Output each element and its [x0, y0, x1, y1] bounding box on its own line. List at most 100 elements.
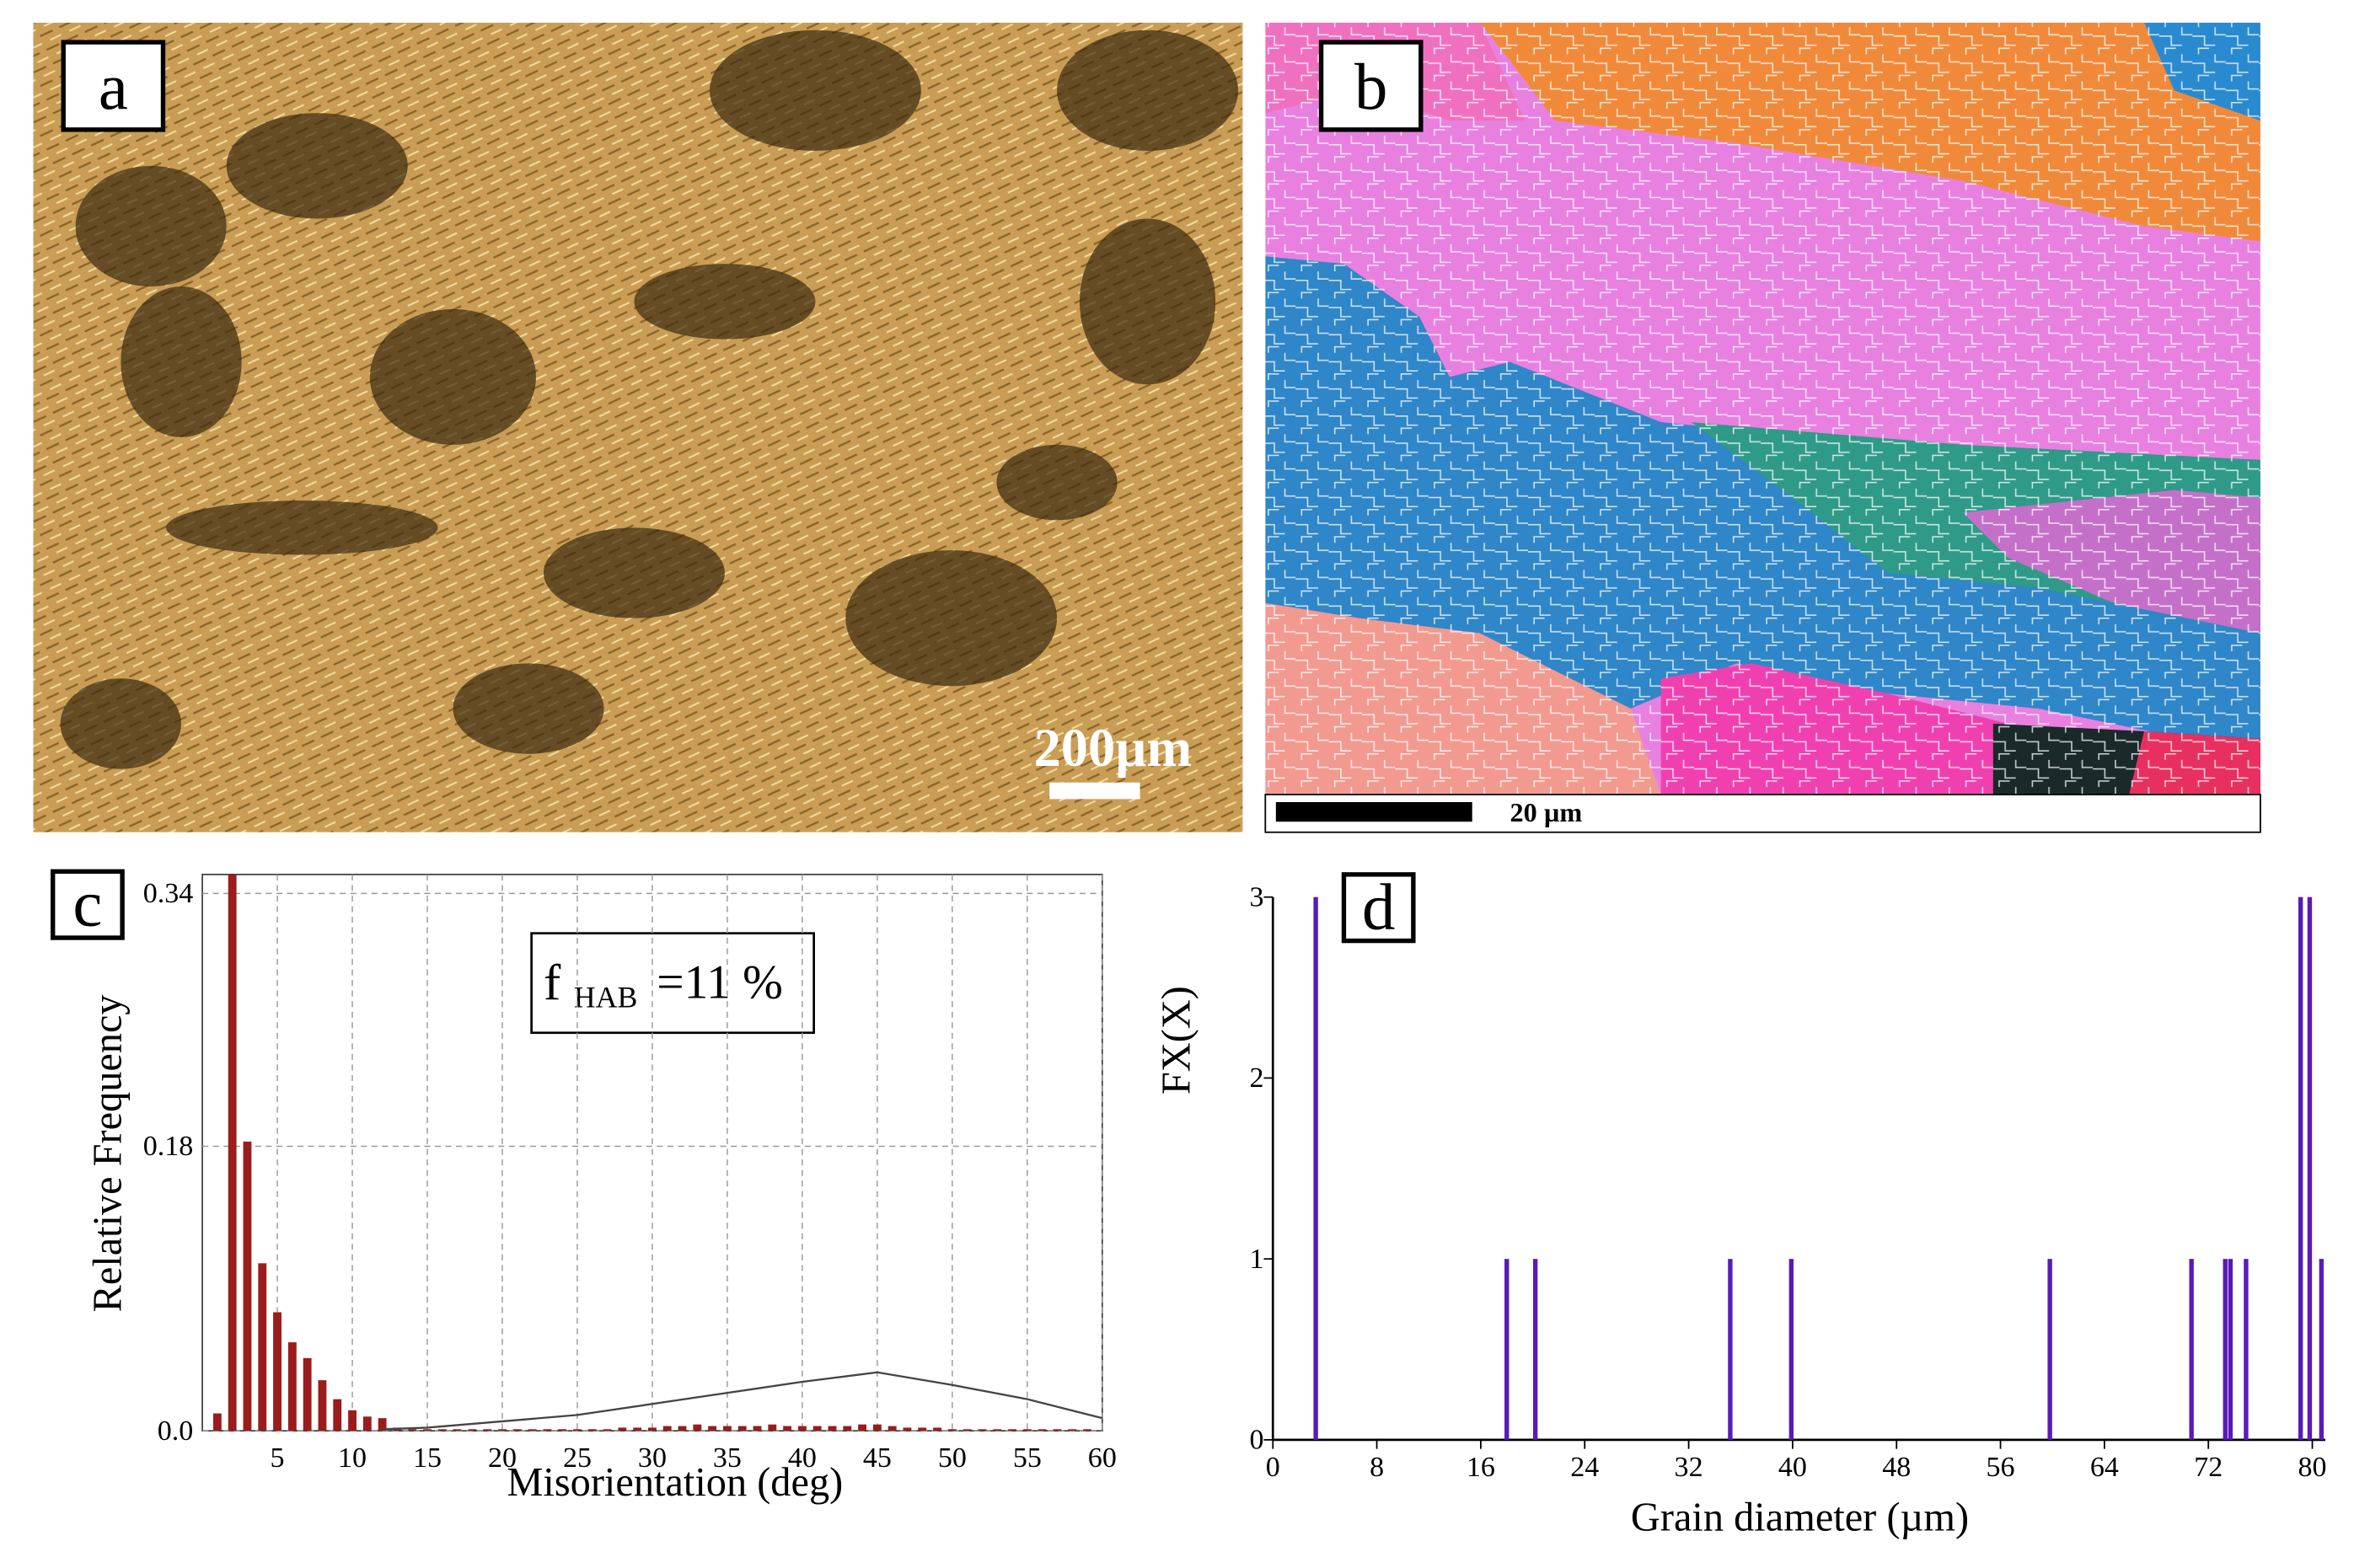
- y-tick-label: 3: [1250, 881, 1264, 912]
- x-tick-label: 40: [1778, 1452, 1807, 1483]
- x-tick-label: 55: [1013, 1442, 1042, 1474]
- y-tick-label: 0.34: [143, 878, 194, 909]
- x-tick-label: 30: [638, 1442, 667, 1474]
- x-tick-label: 0: [1266, 1452, 1280, 1483]
- bar: [273, 1312, 282, 1432]
- bar: [872, 1424, 882, 1432]
- y-axis-title: Relative Frequency: [85, 994, 130, 1312]
- bar: [287, 1342, 297, 1432]
- bar: [212, 1413, 222, 1432]
- panel-label: a: [99, 51, 128, 124]
- bar: [843, 1426, 852, 1432]
- bar: [1083, 1429, 1091, 1432]
- bar: [768, 1424, 777, 1432]
- bar: [2228, 1259, 2233, 1440]
- bar: [903, 1427, 912, 1432]
- x-tick-label: 80: [2298, 1452, 2327, 1483]
- x-tick-label: 48: [1882, 1452, 1911, 1483]
- bar: [918, 1427, 927, 1432]
- bar: [437, 1429, 447, 1432]
- micrograph-a: [33, 22, 1243, 832]
- bar: [408, 1429, 417, 1432]
- bar: [2047, 1259, 2052, 1440]
- annotation-text: =11 %: [657, 956, 783, 1009]
- x-tick-label: 24: [1570, 1452, 1599, 1483]
- y-axis-title: FX(X): [1155, 986, 1199, 1094]
- bar: [1038, 1429, 1047, 1432]
- bar: [753, 1426, 762, 1432]
- bar: [258, 1263, 267, 1432]
- bar: [483, 1429, 492, 1432]
- x-tick-label: 25: [563, 1442, 592, 1474]
- bar: [1053, 1429, 1062, 1432]
- bar: [993, 1429, 1002, 1432]
- bar: [362, 1416, 372, 1432]
- panel-label-box: [1318, 40, 1424, 132]
- y-tick-label: 0: [1250, 1425, 1264, 1456]
- bar: [722, 1426, 732, 1432]
- bar: [1788, 1259, 1794, 1440]
- bar: [318, 1380, 327, 1432]
- bar: [2244, 1259, 2249, 1440]
- bar: [887, 1426, 897, 1432]
- annotation-box: [530, 932, 815, 1035]
- x-axis-title: Misorientation (deg): [507, 1460, 843, 1505]
- x-tick-label: 45: [863, 1442, 892, 1474]
- annotation-symbol: f: [544, 955, 561, 1011]
- panel-label: d: [1362, 870, 1395, 944]
- bar: [1532, 1259, 1538, 1440]
- bar: [978, 1429, 987, 1432]
- x-tick-label: 5: [271, 1442, 285, 1474]
- bar: [708, 1426, 717, 1432]
- y-tick-label: 1: [1250, 1244, 1264, 1275]
- y-tick-label: 2: [1250, 1062, 1264, 1094]
- panel-label: c: [72, 868, 102, 941]
- bar: [453, 1429, 462, 1432]
- bar: [2319, 1259, 2325, 1440]
- y-tick-label: 0.18: [143, 1131, 194, 1162]
- y-tick-label: 0.0: [158, 1415, 194, 1447]
- panel-label: b: [1354, 51, 1387, 124]
- bar: [543, 1429, 552, 1432]
- bar: [2223, 1259, 2228, 1440]
- x-tick-label: 40: [788, 1442, 817, 1474]
- bar: [678, 1426, 687, 1432]
- bar: [1728, 1259, 1733, 1440]
- bar: [963, 1429, 972, 1432]
- bar: [498, 1429, 507, 1432]
- bar: [1022, 1429, 1032, 1432]
- x-tick-label: 35: [713, 1442, 742, 1474]
- bar: [1068, 1429, 1077, 1432]
- x-tick-label: 20: [488, 1442, 517, 1474]
- x-tick-label: 64: [2090, 1452, 2119, 1483]
- panel-label-box: [61, 40, 166, 132]
- scale-bar: [1049, 782, 1140, 800]
- bar: [228, 874, 237, 1432]
- x-tick-label: 16: [1467, 1452, 1495, 1483]
- bar: [573, 1429, 582, 1432]
- bar: [587, 1429, 597, 1432]
- bar: [558, 1429, 567, 1432]
- bar: [648, 1427, 657, 1432]
- bar: [303, 1357, 312, 1432]
- bar: [378, 1418, 387, 1432]
- annotation-subscript: HAB: [574, 980, 638, 1014]
- x-tick-label: 50: [938, 1442, 967, 1474]
- scale-bar-label: 200µm: [1034, 718, 1193, 778]
- bar: [947, 1429, 957, 1432]
- bar: [423, 1429, 432, 1432]
- scale-bar: [1275, 801, 1472, 822]
- ebsd-map-b: [1265, 22, 2260, 795]
- bar: [828, 1426, 837, 1432]
- panel-label-box: [51, 869, 125, 940]
- bar: [512, 1429, 522, 1432]
- bar: [348, 1410, 357, 1432]
- x-tick-label: 32: [1675, 1452, 1703, 1483]
- bar: [1313, 896, 1318, 1440]
- x-tick-label: 8: [1370, 1452, 1384, 1483]
- x-tick-label: 56: [1987, 1452, 2015, 1483]
- x-tick-label: 60: [1088, 1442, 1117, 1474]
- bar: [603, 1429, 612, 1432]
